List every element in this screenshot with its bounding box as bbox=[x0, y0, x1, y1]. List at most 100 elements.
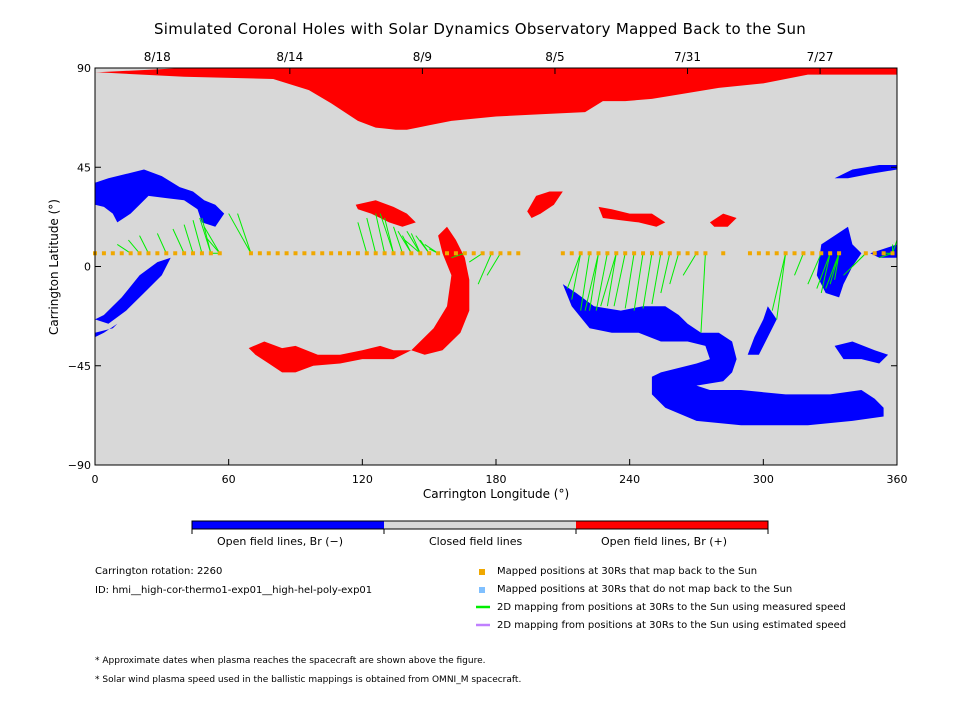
mapped-position-marker bbox=[837, 251, 842, 256]
mapped-position-marker bbox=[128, 251, 133, 256]
x-tick-label: 60 bbox=[222, 473, 236, 486]
mapped-position-marker bbox=[605, 251, 610, 256]
mapped-position-marker bbox=[756, 251, 761, 256]
colorbar-closed bbox=[384, 521, 576, 529]
mapped-position-marker bbox=[164, 251, 169, 256]
mapping-line bbox=[589, 253, 599, 311]
mapping-line bbox=[807, 253, 822, 285]
mapped-position-marker bbox=[427, 251, 432, 256]
mapped-position-marker bbox=[658, 251, 663, 256]
mapping-line bbox=[172, 228, 185, 254]
legend-label-mapped: Mapped positions at 30Rs that map back t… bbox=[497, 566, 758, 577]
mapping-line bbox=[201, 217, 212, 254]
mapped-position-marker bbox=[338, 251, 343, 256]
mapped-position-marker bbox=[302, 251, 307, 256]
mapped-position-marker bbox=[248, 251, 253, 256]
x-axis-ticks: 0 60 120 180 240 300 360 bbox=[92, 459, 908, 486]
mapping-line bbox=[794, 253, 804, 276]
y-axis-ticks: 90 45 0 −45 −90 bbox=[68, 62, 897, 472]
open-negative-region bbox=[816, 226, 862, 298]
mapping-line bbox=[192, 220, 203, 254]
mapped-position-marker bbox=[400, 251, 405, 256]
mapped-position-marker bbox=[346, 251, 351, 256]
open-positive-region bbox=[709, 213, 737, 227]
open-negative-region bbox=[562, 284, 884, 426]
mapped-position-marker bbox=[641, 251, 646, 256]
y-tick-label: 90 bbox=[77, 62, 91, 75]
mapping-line bbox=[580, 253, 591, 311]
mapped-position-marker bbox=[173, 251, 178, 256]
mapped-position-marker bbox=[872, 251, 877, 256]
mapped-position-marker bbox=[453, 251, 458, 256]
mapping-line bbox=[825, 253, 840, 289]
mapped-position-marker bbox=[676, 251, 681, 256]
mapping-line bbox=[451, 252, 465, 259]
mapped-position-marker bbox=[364, 251, 369, 256]
mapping-line bbox=[206, 237, 221, 254]
mapped-position-marker bbox=[436, 251, 441, 256]
mapping-line bbox=[566, 253, 582, 289]
mapping-line bbox=[660, 253, 671, 294]
y-tick-label: 0 bbox=[84, 261, 91, 274]
colorbar-open-positive bbox=[576, 521, 768, 529]
mapped-position-marker bbox=[462, 251, 467, 256]
figure-title: Simulated Coronal Holes with Solar Dynam… bbox=[153, 20, 807, 38]
mapping-line bbox=[468, 252, 483, 263]
mapping-line bbox=[633, 253, 644, 311]
open-negative-region bbox=[95, 169, 225, 227]
mapped-position-marker bbox=[373, 251, 378, 256]
mapped-position-marker bbox=[311, 251, 316, 256]
mapping-line bbox=[600, 253, 617, 307]
y-tick-label: −45 bbox=[68, 360, 91, 373]
mapped-position-marker bbox=[191, 251, 196, 256]
mapping-line bbox=[139, 235, 149, 254]
legend-label-measured: 2D mapping from positions at 30Rs to the… bbox=[497, 602, 846, 613]
mapping-line bbox=[393, 226, 403, 254]
mapping-line bbox=[606, 253, 617, 307]
mapped-position-marker bbox=[819, 251, 824, 256]
mapped-position-marker bbox=[810, 251, 815, 256]
mapped-position-marker bbox=[774, 251, 779, 256]
mapped-position-marker bbox=[632, 251, 637, 256]
mapped-position-marker bbox=[418, 251, 423, 256]
mapping-line bbox=[410, 233, 421, 254]
mapping-line bbox=[156, 233, 167, 254]
footnote-dates: * Approximate dates when plasma reaches … bbox=[95, 656, 486, 666]
mapping-line bbox=[228, 213, 252, 254]
mapped-position-marker bbox=[560, 251, 565, 256]
mapping-line bbox=[595, 253, 608, 311]
mapped-position-marker bbox=[747, 251, 752, 256]
legend-label-not-mapped: Mapped positions at 30Rs that do not map… bbox=[497, 584, 793, 595]
mapping-line bbox=[128, 239, 140, 254]
y-axis-label: Carrington Latitude (°) bbox=[47, 199, 61, 335]
mapping-line bbox=[404, 239, 421, 254]
mapped-position-marker bbox=[890, 251, 895, 256]
top-date-label: 8/9 bbox=[413, 50, 432, 64]
open-negative-region bbox=[834, 165, 897, 179]
colorbar-label-positive: Open field lines, Br (+) bbox=[601, 535, 728, 548]
mapped-position-marker bbox=[382, 251, 387, 256]
mapped-position-marker bbox=[320, 251, 325, 256]
mapped-position-marker bbox=[471, 251, 476, 256]
mapping-line bbox=[401, 235, 412, 254]
mapped-position-marker bbox=[694, 251, 699, 256]
mapped-position-marker bbox=[489, 251, 494, 256]
mapped-position-marker bbox=[623, 251, 628, 256]
mapped-position-marker bbox=[685, 251, 690, 256]
top-date-label: 8/14 bbox=[276, 50, 303, 64]
mapped-position-marker bbox=[596, 251, 601, 256]
mapped-position-marker bbox=[792, 251, 797, 256]
mapped-position-marker bbox=[329, 251, 334, 256]
open-negative-region bbox=[95, 257, 171, 324]
mapped-position-marker bbox=[257, 251, 262, 256]
mapping-line bbox=[834, 253, 840, 280]
mapped-position-marker bbox=[569, 251, 574, 256]
mapping-line bbox=[117, 244, 131, 254]
mapping-line bbox=[237, 213, 252, 254]
open-positive-region bbox=[355, 200, 416, 227]
open-negative-region bbox=[95, 323, 118, 338]
mapped-position-marker bbox=[881, 251, 886, 256]
footnote-speed: * Solar wind plasma speed used in the ba… bbox=[95, 675, 522, 685]
mapping-line bbox=[669, 253, 680, 285]
mapped-position-marker bbox=[182, 251, 187, 256]
